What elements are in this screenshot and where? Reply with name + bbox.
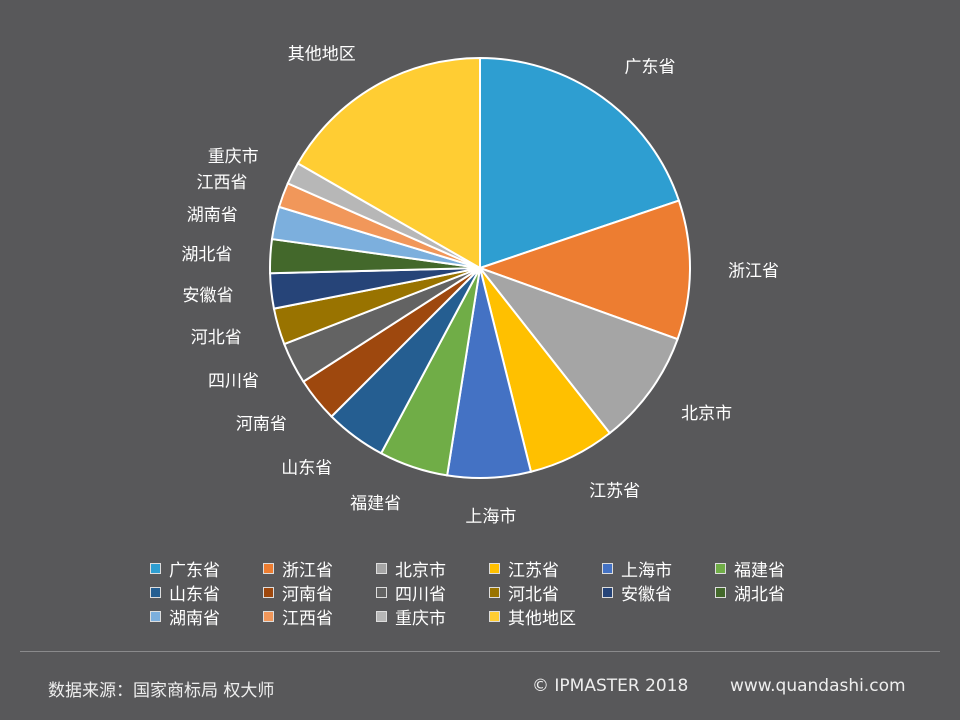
legend-item-江西省: 江西省 — [263, 605, 376, 629]
legend-label: 北京市 — [395, 560, 446, 581]
footer-copyright: © IPMASTER 2018 — [532, 676, 689, 696]
slice-label-河北省: 河北省 — [191, 328, 242, 348]
legend-item-湖北省: 湖北省 — [715, 581, 828, 605]
slice-label-广东省: 广东省 — [625, 58, 676, 78]
legend-label: 安徽省 — [621, 584, 672, 605]
slice-label-安徽省: 安徽省 — [183, 286, 234, 306]
legend-label: 湖南省 — [169, 608, 220, 629]
legend-item-北京市: 北京市 — [376, 557, 489, 581]
legend-swatch — [489, 610, 500, 622]
legend-swatch — [263, 562, 274, 574]
legend-swatch — [263, 610, 274, 622]
legend-label: 山东省 — [169, 584, 220, 605]
legend-item-山东省: 山东省 — [150, 581, 263, 605]
legend-label: 江西省 — [282, 608, 333, 629]
legend-swatch — [489, 586, 500, 598]
slice-label-河南省: 河南省 — [236, 415, 287, 435]
slice-label-湖北省: 湖北省 — [181, 245, 232, 265]
legend-swatch — [602, 562, 613, 574]
legend-swatch — [715, 562, 726, 574]
legend-item-安徽省: 安徽省 — [602, 581, 715, 605]
legend-swatch — [376, 586, 387, 598]
legend-item-重庆市: 重庆市 — [376, 605, 489, 629]
legend-item-广东省: 广东省 — [150, 557, 263, 581]
slice-label-其他地区: 其他地区 — [288, 44, 356, 64]
pie-slice-广东省 — [479, 56, 681, 270]
footer-divider — [20, 651, 940, 652]
slice-label-四川省: 四川省 — [208, 372, 259, 392]
legend-swatch — [376, 610, 387, 622]
legend-label: 河南省 — [282, 584, 333, 605]
legend-item-上海市: 上海市 — [602, 557, 715, 581]
slice-label-湖南省: 湖南省 — [187, 206, 238, 226]
legend-swatch — [376, 562, 387, 574]
legend-item-四川省: 四川省 — [376, 581, 489, 605]
footer-source: 数据来源：国家商标局 权大师 — [48, 681, 275, 701]
legend-swatch — [150, 610, 161, 622]
slice-label-江苏省: 江苏省 — [589, 482, 640, 502]
slice-label-福建省: 福建省 — [350, 494, 401, 514]
legend-label: 浙江省 — [282, 560, 333, 581]
legend-swatch — [263, 586, 274, 598]
legend-label: 福建省 — [734, 560, 785, 581]
legend-label: 四川省 — [395, 584, 446, 605]
legend-label: 河北省 — [508, 584, 559, 605]
slice-label-北京市: 北京市 — [681, 404, 732, 424]
legend-swatch — [602, 586, 613, 598]
legend-swatch — [489, 562, 500, 574]
pie-slice-浙江省 — [476, 199, 691, 341]
slice-label-上海市: 上海市 — [465, 507, 516, 527]
legend-item-湖南省: 湖南省 — [150, 605, 263, 629]
slice-label-浙江省: 浙江省 — [728, 261, 779, 281]
legend-label: 湖北省 — [734, 584, 785, 605]
legend-label: 重庆市 — [395, 608, 446, 629]
legend-label: 其他地区 — [508, 608, 576, 629]
legend-item-其他地区: 其他地区 — [489, 605, 602, 629]
pie-slice-北京市 — [477, 265, 679, 435]
legend-swatch — [715, 586, 726, 598]
pie-slice-其他地区 — [296, 56, 481, 270]
legend-item-浙江省: 浙江省 — [263, 557, 376, 581]
legend-swatch — [150, 586, 161, 598]
legend-item-河北省: 河北省 — [489, 581, 602, 605]
slice-label-江西省: 江西省 — [197, 173, 248, 193]
legend-item-福建省: 福建省 — [715, 557, 828, 581]
footer-url: www.quandashi.com — [730, 676, 906, 696]
legend-label: 广东省 — [169, 560, 220, 581]
legend-label: 上海市 — [621, 560, 672, 581]
slice-label-重庆市: 重庆市 — [208, 147, 259, 167]
chart-legend: 广东省 浙江省 北京市 江苏省 上海市 福建省山东省 河南省 四川省 河北省 安徽省 湖北省湖南省 江… — [150, 557, 830, 629]
legend-label: 江苏省 — [508, 560, 559, 581]
legend-item-河南省: 河南省 — [263, 581, 376, 605]
legend-item-江苏省: 江苏省 — [489, 557, 602, 581]
legend-swatch — [150, 562, 161, 574]
slice-label-山东省: 山东省 — [281, 458, 332, 478]
